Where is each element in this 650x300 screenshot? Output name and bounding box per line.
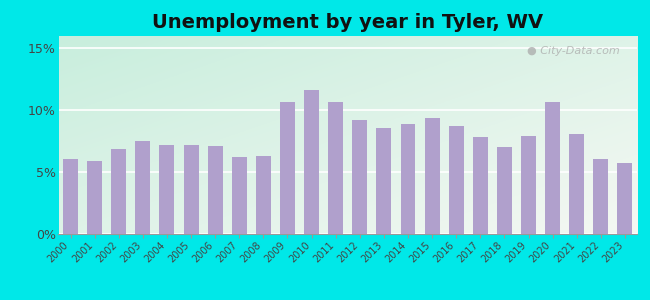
Bar: [183, 145, 198, 234]
Bar: [135, 141, 150, 234]
Bar: [521, 136, 536, 234]
Bar: [111, 148, 126, 234]
Bar: [352, 120, 367, 234]
Text: ● City-Data.com: ● City-Data.com: [527, 46, 619, 56]
Bar: [232, 157, 247, 234]
Bar: [87, 161, 102, 234]
Bar: [280, 102, 295, 234]
Bar: [497, 147, 512, 234]
Bar: [304, 91, 319, 234]
Bar: [328, 102, 343, 234]
Bar: [159, 145, 174, 234]
Bar: [400, 124, 415, 234]
Bar: [424, 118, 439, 234]
Bar: [618, 164, 632, 234]
Bar: [545, 102, 560, 234]
Bar: [448, 126, 463, 234]
Bar: [593, 158, 608, 234]
Bar: [256, 156, 271, 234]
Title: Unemployment by year in Tyler, WV: Unemployment by year in Tyler, WV: [152, 13, 543, 32]
Bar: [376, 128, 391, 234]
Bar: [473, 137, 488, 234]
Bar: [208, 146, 223, 234]
Bar: [569, 134, 584, 234]
Bar: [63, 158, 78, 234]
